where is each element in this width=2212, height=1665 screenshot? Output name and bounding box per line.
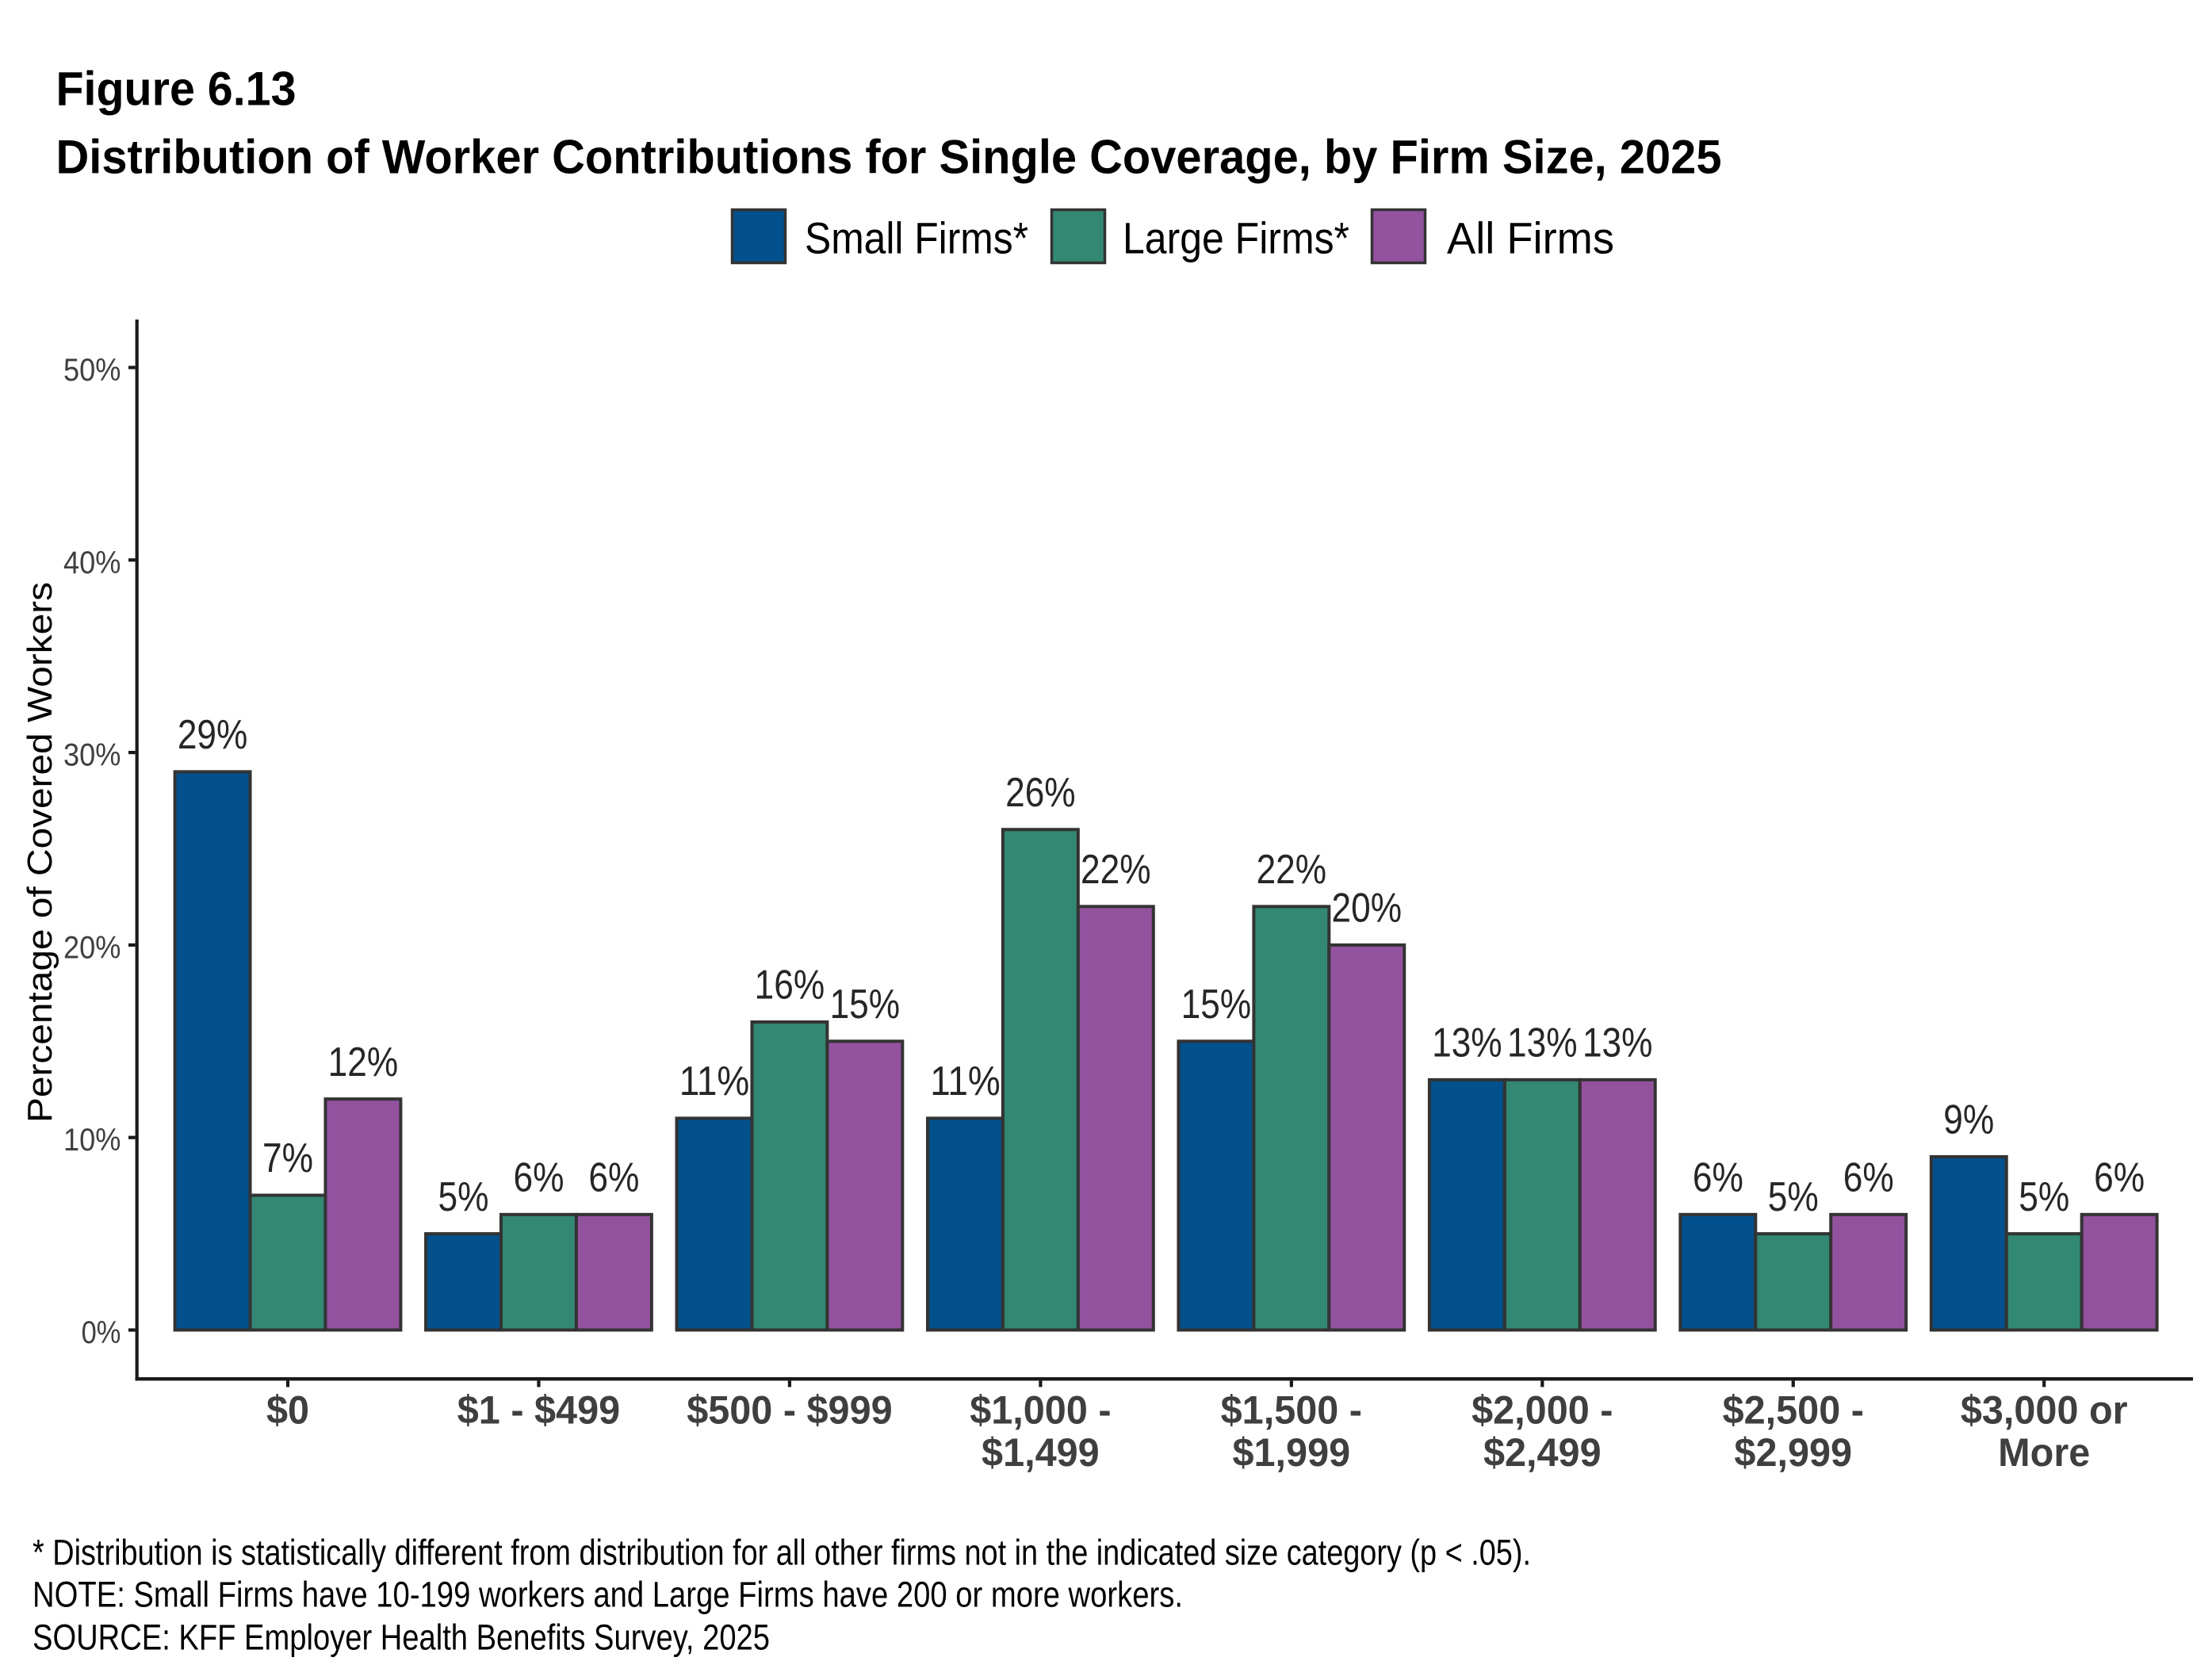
svg-text:16%: 16% [755, 963, 825, 1009]
svg-text:9%: 9% [1943, 1097, 1994, 1143]
svg-text:$2,499: $2,499 [1483, 1430, 1602, 1475]
svg-text:Distribution of Worker Contrib: Distribution of Worker Contributions for… [56, 131, 1722, 184]
svg-text:$2,500 -: $2,500 - [1723, 1388, 1864, 1433]
svg-text:30%: 30% [63, 738, 121, 773]
svg-text:$1,500 -: $1,500 - [1221, 1388, 1362, 1433]
svg-text:All Firms: All Firms [1447, 213, 1614, 263]
svg-text:22%: 22% [1257, 847, 1327, 893]
svg-text:26%: 26% [1005, 770, 1076, 816]
svg-text:$1,000 -: $1,000 - [970, 1388, 1111, 1433]
svg-text:20%: 20% [63, 930, 121, 965]
svg-text:6%: 6% [2094, 1155, 2145, 1201]
svg-text:7%: 7% [262, 1135, 313, 1181]
svg-text:Small Firms*: Small Firms* [805, 213, 1028, 263]
svg-text:6%: 6% [1693, 1155, 1743, 1201]
svg-text:More: More [1998, 1430, 2090, 1475]
svg-text:$1 - $499: $1 - $499 [457, 1388, 620, 1433]
svg-text:6%: 6% [513, 1155, 564, 1201]
svg-text:50%: 50% [63, 353, 121, 388]
svg-text:$2,999: $2,999 [1734, 1430, 1852, 1475]
svg-text:13%: 13% [1582, 1020, 1653, 1066]
svg-text:$500 - $999: $500 - $999 [687, 1388, 892, 1433]
svg-text:$2,000 -: $2,000 - [1471, 1388, 1613, 1433]
svg-text:5%: 5% [1768, 1174, 1819, 1220]
svg-text:Large Firms*: Large Firms* [1123, 213, 1349, 263]
svg-text:13%: 13% [1507, 1020, 1578, 1066]
svg-text:SOURCE: KFF Employer Health Be: SOURCE: KFF Employer Health Benefits Sur… [33, 1617, 770, 1658]
svg-text:5%: 5% [438, 1174, 489, 1220]
svg-text:29%: 29% [178, 712, 248, 758]
svg-text:13%: 13% [1432, 1020, 1502, 1066]
svg-text:40%: 40% [63, 545, 121, 580]
svg-text:$1,999: $1,999 [1233, 1430, 1351, 1475]
svg-text:$1,499: $1,499 [982, 1430, 1100, 1475]
svg-text:6%: 6% [588, 1155, 639, 1201]
svg-text:* Distribution is statisticall: * Distribution is statistically differen… [33, 1533, 1531, 1573]
svg-text:5%: 5% [2019, 1174, 2069, 1220]
svg-text:11%: 11% [679, 1058, 750, 1104]
svg-text:0%: 0% [82, 1315, 121, 1350]
svg-text:12%: 12% [328, 1039, 399, 1085]
svg-text:20%: 20% [1332, 886, 1403, 932]
svg-text:$0: $0 [266, 1388, 309, 1433]
svg-text:NOTE: Small Firms have 10-199: NOTE: Small Firms have 10-199 workers an… [33, 1575, 1183, 1615]
svg-text:6%: 6% [1843, 1155, 1894, 1201]
svg-text:$3,000 or: $3,000 or [1961, 1388, 2128, 1433]
svg-text:15%: 15% [830, 982, 901, 1028]
svg-text:15%: 15% [1181, 982, 1252, 1028]
svg-text:10%: 10% [63, 1123, 121, 1158]
svg-text:11%: 11% [930, 1058, 1001, 1104]
svg-text:Percentage of Covered Workers: Percentage of Covered Workers [21, 582, 59, 1123]
svg-text:Figure 6.13: Figure 6.13 [56, 63, 297, 116]
svg-text:22%: 22% [1081, 847, 1151, 893]
